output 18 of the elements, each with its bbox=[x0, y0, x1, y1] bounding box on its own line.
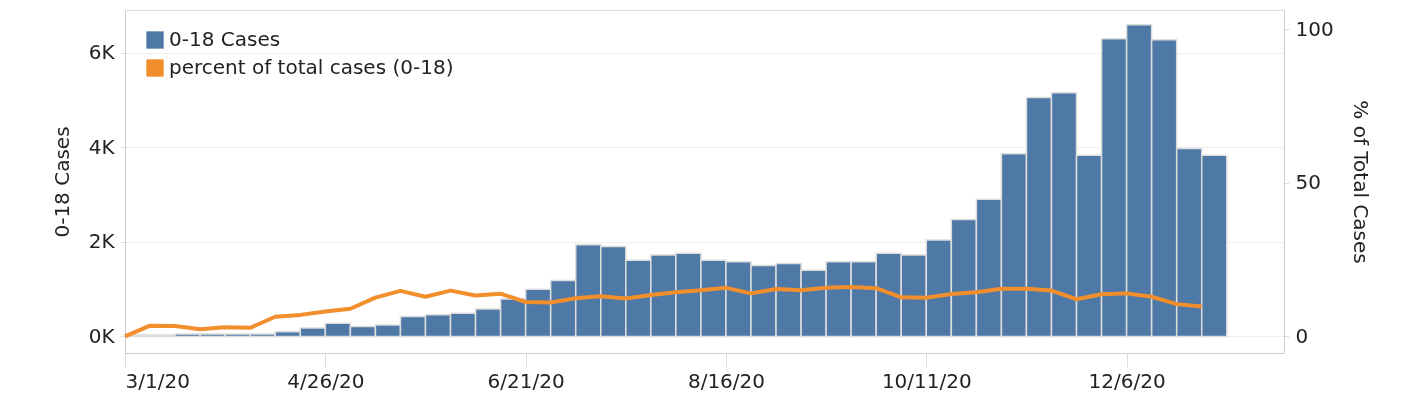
x-tick-label: 4/26/20 bbox=[287, 368, 365, 393]
y2-axis-title: % of Total Cases bbox=[1348, 100, 1373, 264]
y2-tick-label: 100 bbox=[1295, 16, 1334, 41]
x-tick-label: 3/1/20 bbox=[125, 368, 190, 393]
y-axis-title: 0-18 Cases bbox=[49, 126, 74, 238]
y2-tick-label: 0 bbox=[1295, 323, 1309, 348]
y-tick-label: 0K bbox=[88, 323, 116, 348]
x-tick-label: 10/11/20 bbox=[881, 368, 972, 393]
legend-label: 0-18 Cases bbox=[169, 27, 281, 51]
y-tick-label: 6K bbox=[88, 40, 116, 65]
y-tick-label: 4K bbox=[88, 134, 116, 159]
legend-label: percent of total cases (0-18) bbox=[169, 55, 454, 79]
line-series bbox=[123, 284, 1204, 339]
y-tick-label: 2K bbox=[88, 229, 116, 254]
x-tick-label: 6/21/20 bbox=[487, 368, 565, 393]
y2-tick-label: 50 bbox=[1295, 170, 1321, 195]
x-tick-label: 8/16/20 bbox=[687, 368, 766, 393]
x-tick-label: 12/6/20 bbox=[1088, 368, 1166, 393]
